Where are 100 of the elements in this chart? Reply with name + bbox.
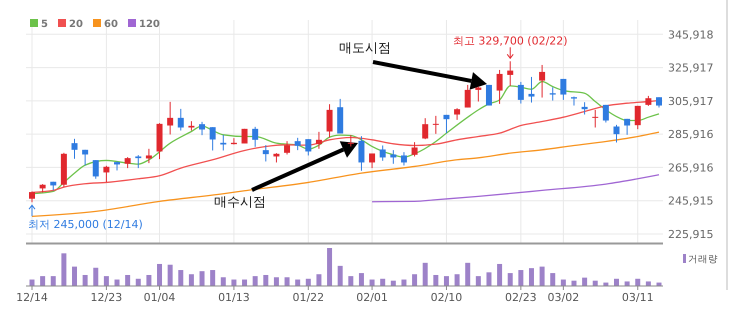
bar [136,278,141,286]
y-tick-label: 225,915 [668,228,714,241]
annotation: 최저 245,000 (12/14) [28,218,143,232]
bar [358,273,364,286]
x-tick-label: 01/04 [144,291,176,304]
candlestick [92,160,99,180]
bar [263,274,268,286]
bar [327,248,332,286]
bar [497,264,502,286]
bar [168,264,173,286]
bar [486,272,492,286]
bar [188,274,194,286]
y-tick-label: 245,915 [668,194,714,208]
bar [82,274,88,286]
bar [72,266,78,286]
bar [422,262,428,286]
bar [412,274,418,286]
candlestick [348,134,354,147]
candlestick [124,156,131,169]
bar [200,271,205,286]
candlestick [528,76,534,104]
candlestick [634,105,641,130]
annotation: 매도시점 [339,41,391,56]
candlestick [443,114,450,134]
bar [316,274,322,286]
bar [560,280,566,286]
candlestick [294,137,301,151]
candlestick [252,126,258,148]
bar [210,270,216,286]
legend-label: 60 [104,19,118,30]
bar [252,276,258,286]
bar [592,280,598,286]
x-tick-label: 01/22 [292,291,324,304]
bar [465,262,470,286]
legend-label: 거래량 [688,254,718,265]
y-tick-label: 325,917 [668,62,714,75]
bar [518,270,524,286]
bar [231,280,236,286]
candlestick [518,81,524,104]
candlestick [390,150,396,164]
candlestick [656,96,662,108]
candlestick [284,140,290,155]
candlestick [29,190,35,203]
candlestick [167,101,174,135]
candlestick [220,134,226,151]
bar [178,270,184,286]
bar [390,280,396,286]
candlestick [369,152,376,169]
bar [614,278,619,286]
y-tick-label: 345,918 [668,28,714,42]
bar [220,277,226,286]
x-tick-label: 12/14 [16,291,48,304]
bar [380,278,386,286]
candlestick [273,152,280,163]
candlestick [146,148,152,164]
candlestick [210,126,216,151]
candlestick [262,144,269,162]
annotation: 매수시점 [214,195,266,210]
bar [274,277,279,286]
candlestick [400,152,407,166]
x-tick-label: 02/10 [430,291,462,304]
candlestick [242,128,248,144]
bar [30,280,34,286]
candlestick [550,86,556,102]
bar [157,264,162,286]
candlestick [496,69,503,104]
bar [338,266,343,286]
candlestick [613,124,620,143]
bar [528,268,534,286]
candlestick [422,118,428,140]
line-series [31,132,660,218]
x-tick-label: 01/13 [218,291,250,304]
x-tick-label: 03/11 [622,291,654,304]
bar [370,280,375,286]
bar [476,276,481,286]
bar [444,276,449,286]
candlestick [178,108,184,131]
bar [433,274,438,286]
candlestick [454,108,460,120]
candlestick [72,138,78,160]
candlestick [602,104,609,124]
bar [146,274,152,286]
bar [242,280,248,286]
candlestick [305,138,312,156]
legend-label: 20 [69,19,83,30]
bar [50,276,56,286]
bar [635,278,640,286]
x-tick-label: 02/23 [504,291,537,304]
candlestick [560,78,566,100]
candlestick [135,154,142,169]
candlestick [82,149,88,166]
candlestick [624,118,630,136]
bar [540,266,545,286]
bar [454,274,460,286]
bar [104,276,109,286]
candlestick [464,84,471,108]
x-tick-label: 03/02 [548,291,580,304]
bar [125,274,130,286]
candlestick [358,136,364,172]
bar [571,280,576,286]
